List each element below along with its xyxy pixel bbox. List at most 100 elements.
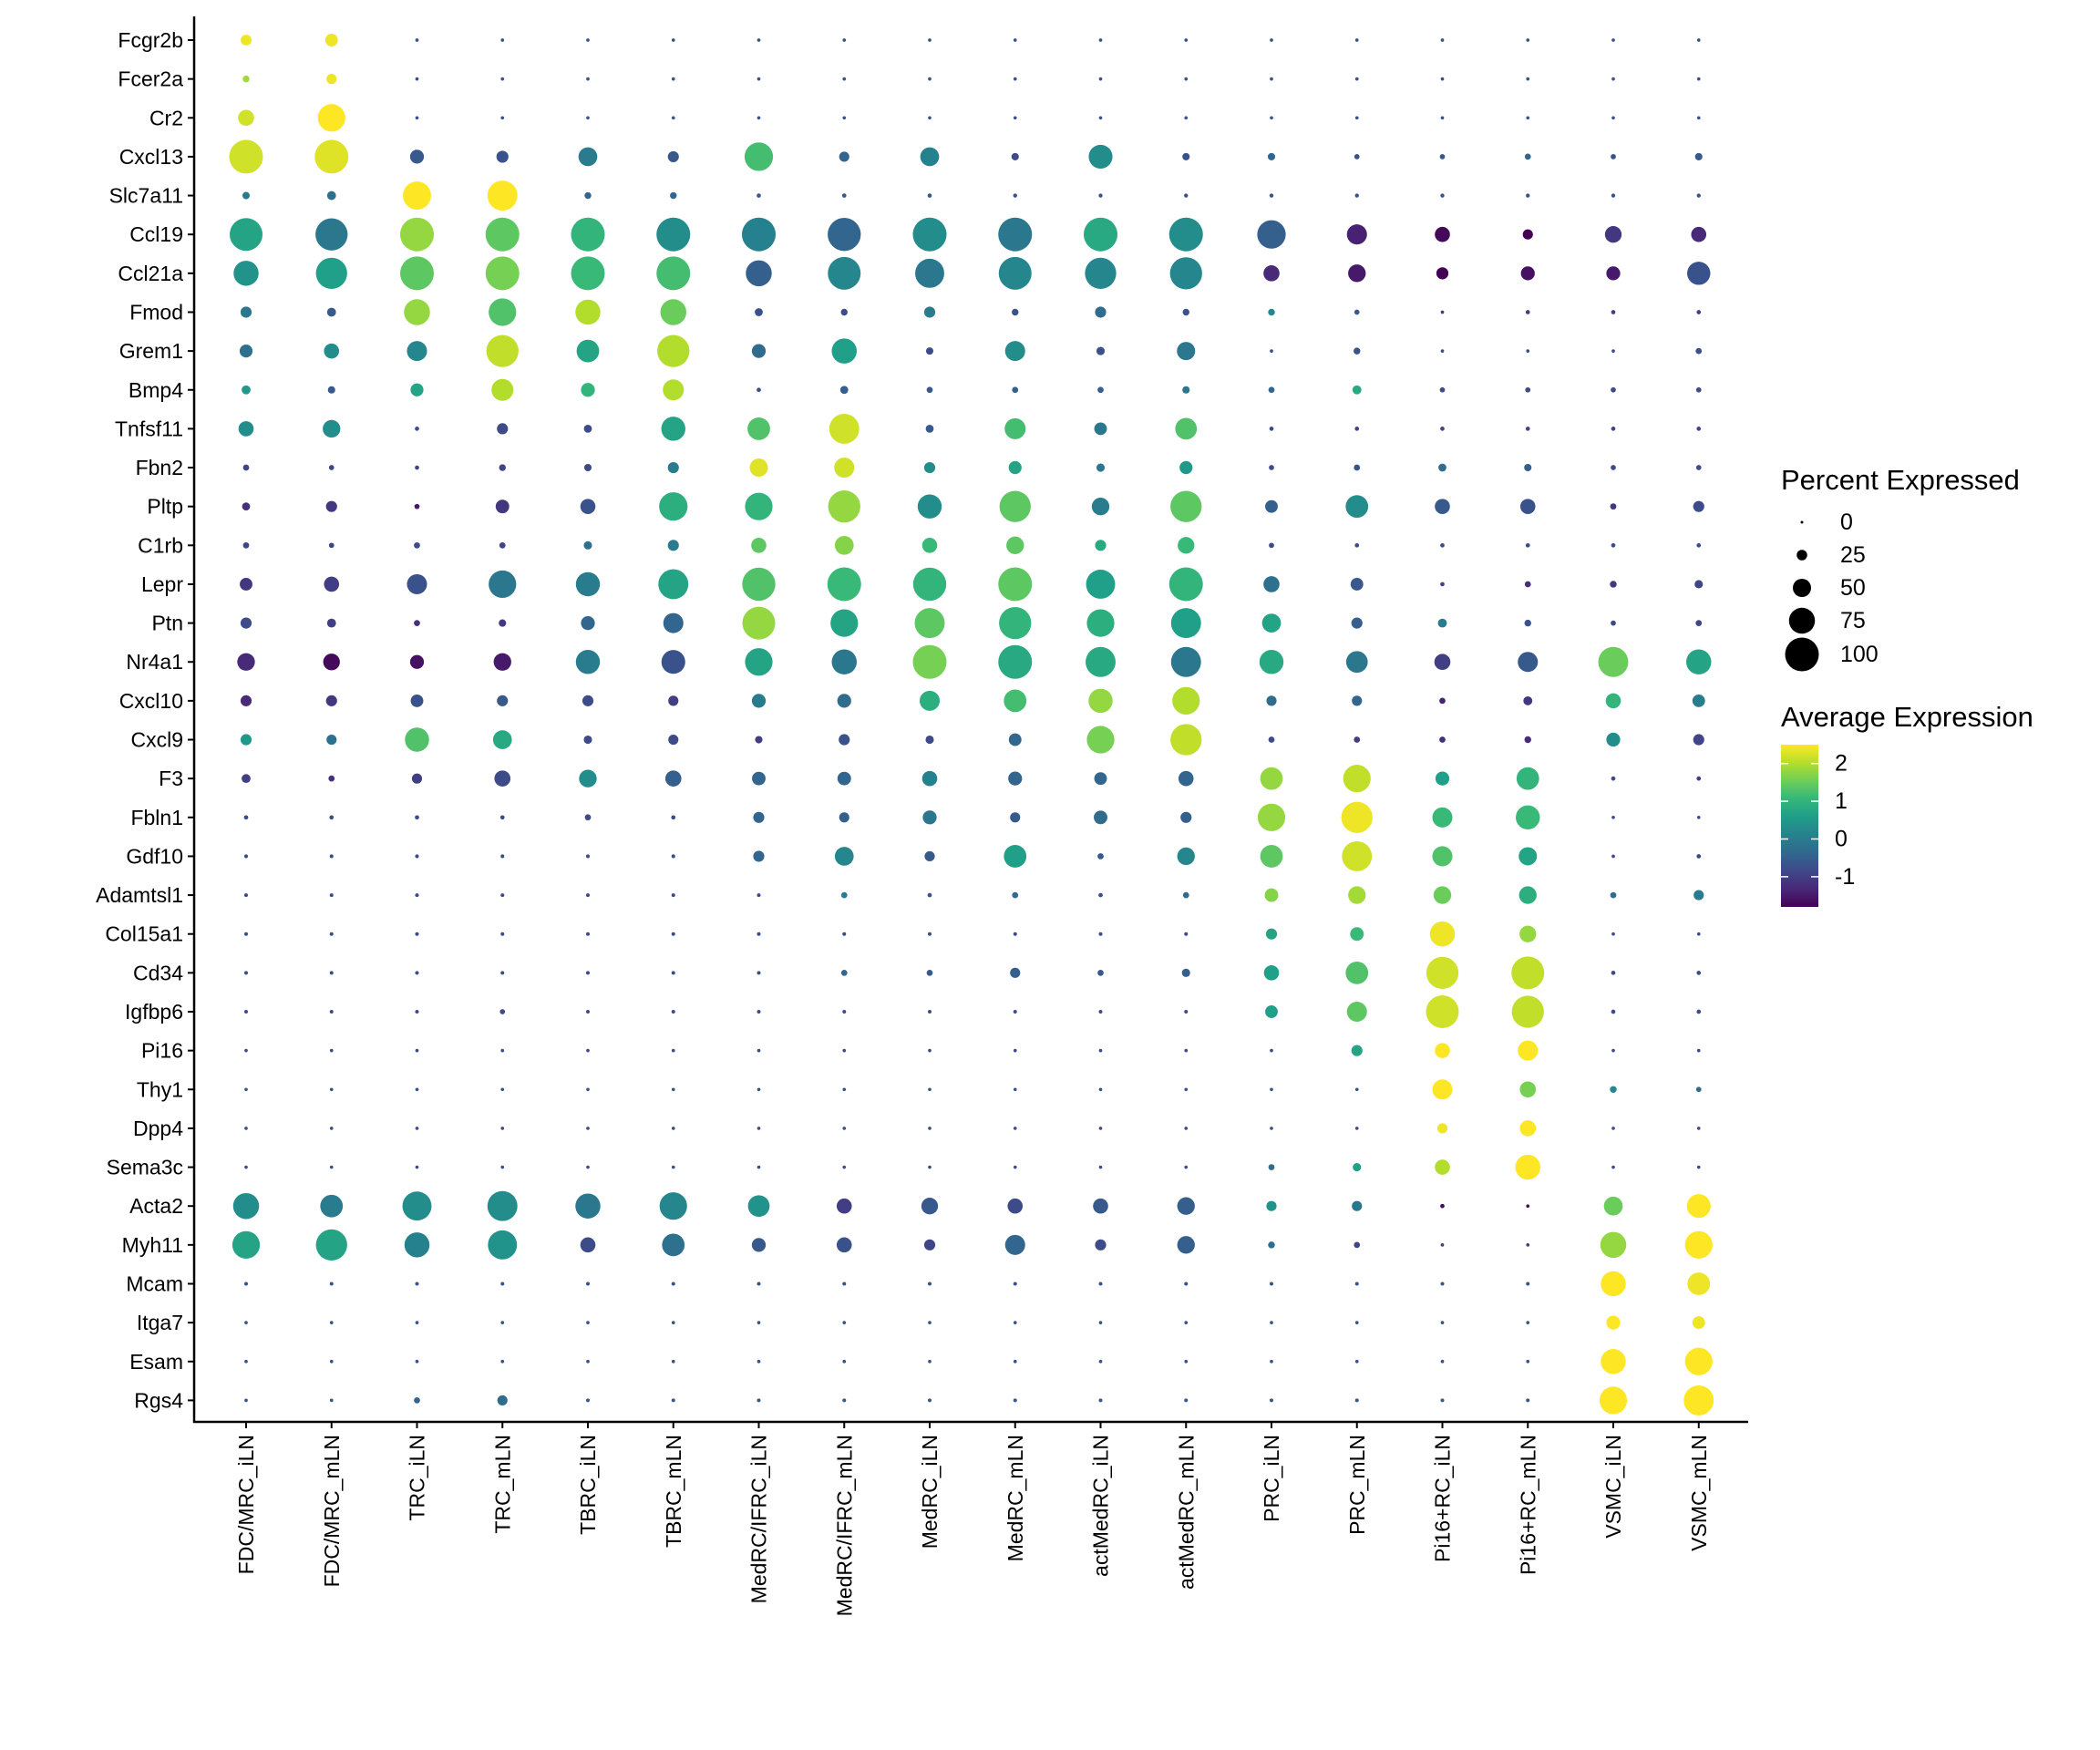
dot-Fbn2-TRC_mLN — [499, 464, 506, 471]
dot-Esam-actMedRC_iLN — [1098, 1359, 1103, 1364]
y-tick-label: F3 — [159, 767, 183, 790]
dot-Tnfsf11-VSMC_mLN — [1696, 427, 1702, 431]
dot-Lepr-FDC/MRC_mLN — [324, 576, 340, 592]
dot-Igfbp6-VSMC_mLN — [1696, 1009, 1702, 1014]
dot-Dpp4-Pi16+RC_iLN — [1436, 1123, 1448, 1134]
dot-F3-actMedRC_mLN — [1178, 770, 1194, 787]
dot-Lepr-actMedRC_mLN — [1168, 567, 1203, 602]
dot-Fcgr2b-TRC_iLN — [415, 38, 419, 42]
dot-Fcer2a-MedRC_mLN — [1013, 77, 1017, 81]
dot-Grem1-VSMC_iLN — [1611, 349, 1615, 353]
dot-Slc7a11-VSMC_mLN — [1696, 193, 1701, 198]
dot-Fmod-TRC_iLN — [404, 299, 430, 325]
dot-C1rb-MedRC_iLN — [921, 538, 938, 553]
dot-Adamtsl1-Pi16+RC_iLN — [1433, 886, 1452, 904]
dot-Dpp4-TRC_iLN — [415, 1127, 419, 1130]
dot-Cd34-TBRC_iLN — [585, 971, 591, 975]
dot-Pi16-TBRC_mLN — [671, 1048, 675, 1053]
dot-Pltp-PRC_mLN — [1345, 495, 1369, 519]
dot-C1rb-TBRC_iLN — [583, 540, 592, 550]
dot-Cxcl13-TRC_mLN — [496, 150, 509, 163]
dot-Thy1-MedRC_mLN — [1013, 1087, 1017, 1092]
dot-Thy1-MedRC/IFRC_mLN — [842, 1087, 847, 1092]
y-tick-label: Nr4a1 — [126, 650, 183, 674]
dot-Pltp-TBRC_mLN — [659, 492, 688, 521]
dot-Itga7-TRC_iLN — [415, 1321, 419, 1324]
dot-Thy1-Pi16+RC_iLN — [1432, 1079, 1453, 1100]
dot-Mcam-MedRC_iLN — [927, 1282, 932, 1286]
dot-Grem1-MedRC/IFRC_iLN — [751, 344, 767, 358]
dot-Ptn-TRC_mLN — [499, 619, 507, 627]
dot-Sema3c-actMedRC_mLN — [1184, 1165, 1189, 1169]
colorbar-label: 2 — [1835, 751, 1848, 777]
dot-Esam-VSMC_iLN — [1601, 1349, 1626, 1374]
dot-Gdf10-PRC_iLN — [1260, 845, 1283, 868]
dot-Thy1-actMedRC_mLN — [1184, 1087, 1189, 1092]
dot-Fcgr2b-VSMC_mLN — [1696, 38, 1701, 42]
dot-Grem1-MedRC_iLN — [925, 347, 934, 355]
dot-Col15a1-FDC/MRC_iLN — [243, 932, 249, 936]
dot-Igfbp6-FDC/MRC_mLN — [329, 1009, 334, 1014]
dot-Cxcl13-actMedRC_mLN — [1182, 152, 1190, 160]
dot-Gdf10-TRC_mLN — [500, 854, 505, 859]
dot-Grem1-TRC_mLN — [486, 335, 519, 367]
dot-Myh11-PRC_mLN — [1354, 1241, 1361, 1249]
dot-Cr2-MedRC/IFRC_mLN — [842, 116, 847, 120]
dot-Thy1-TRC_iLN — [415, 1087, 419, 1092]
dot-Acta2-VSMC_iLN — [1603, 1196, 1623, 1216]
dot-Cxcl13-MedRC/IFRC_mLN — [839, 151, 849, 162]
dot-Fcer2a-TBRC_iLN — [586, 77, 590, 81]
dot-Itga7-actMedRC_mLN — [1184, 1321, 1189, 1324]
dot-Dpp4-VSMC_iLN — [1611, 1127, 1615, 1130]
dot-Cxcl9-MedRC_iLN — [925, 735, 934, 745]
size-legend: Percent Expressed 0 25 50 75 100 — [1781, 464, 2020, 672]
dot-Ccl21a-MedRC_iLN — [915, 258, 944, 288]
dot-Cxcl9-TBRC_iLN — [583, 735, 592, 745]
dot-Pltp-Pi16+RC_mLN — [1519, 499, 1536, 514]
dot-Dpp4-Pi16+RC_mLN — [1519, 1120, 1537, 1137]
dot-Acta2-TRC_mLN — [487, 1190, 518, 1221]
dot-Fcer2a-MedRC/IFRC_iLN — [757, 77, 761, 81]
dot-Bmp4-FDC/MRC_mLN — [327, 386, 335, 394]
dot-Cd34-FDC/MRC_iLN — [243, 971, 249, 975]
dot-Acta2-TBRC_mLN — [659, 1192, 687, 1220]
dot-Esam-PRC_mLN — [1354, 1359, 1359, 1364]
y-tick-label: Sema3c — [107, 1156, 183, 1179]
dot-Gdf10-MedRC_mLN — [1004, 845, 1027, 868]
dot-Tnfsf11-MedRC/IFRC_iLN — [747, 417, 770, 440]
dot-Fbn2-TRC_iLN — [415, 465, 419, 470]
dot-Sema3c-TRC_mLN — [500, 1165, 505, 1169]
dot-Slc7a11-PRC_mLN — [1354, 193, 1359, 198]
dot-Sema3c-PRC_iLN — [1268, 1164, 1275, 1170]
dot-Ccl21a-actMedRC_mLN — [1169, 257, 1202, 290]
dot-Bmp4-TRC_mLN — [491, 378, 514, 401]
dot-Cr2-VSMC_iLN — [1611, 116, 1615, 120]
dot-Cxcl9-actMedRC_iLN — [1086, 726, 1115, 754]
dot-Pltp-MedRC/IFRC_iLN — [745, 492, 773, 520]
dot-Sema3c-PRC_mLN — [1353, 1163, 1362, 1172]
dot-Cxcl13-PRC_mLN — [1354, 154, 1360, 160]
dot-Fbn2-actMedRC_iLN — [1096, 463, 1106, 472]
dot-Pi16-MedRC/IFRC_iLN — [757, 1048, 761, 1053]
dot-Ptn-PRC_mLN — [1351, 617, 1363, 629]
dot-Adamtsl1-PRC_mLN — [1348, 886, 1366, 904]
dot-Bmp4-Pi16+RC_mLN — [1525, 386, 1531, 393]
dot-Itga7-PRC_iLN — [1270, 1321, 1273, 1324]
dot-F3-VSMC_mLN — [1696, 776, 1702, 781]
dot-Acta2-TRC_iLN — [402, 1191, 432, 1221]
dot-Acta2-VSMC_mLN — [1686, 1194, 1711, 1219]
dot-Esam-MedRC_iLN — [928, 1359, 932, 1364]
y-tick-label: Igfbp6 — [125, 1000, 183, 1024]
size-legend-key — [1800, 520, 1804, 524]
dot-Cxcl10-TBRC_iLN — [582, 695, 594, 706]
dot-Fmod-TRC_mLN — [489, 298, 517, 326]
dot-Dpp4-PRC_mLN — [1354, 1127, 1359, 1130]
dot-Grem1-MedRC_mLN — [1004, 341, 1025, 362]
size-legend-label: 25 — [1840, 542, 1866, 568]
dot-Fmod-FDC/MRC_mLN — [326, 307, 336, 317]
x-tick-label: actMedRC_iLN — [1089, 1435, 1113, 1577]
dot-Fcer2a-actMedRC_iLN — [1098, 77, 1103, 81]
dot-Tnfsf11-VSMC_iLN — [1611, 427, 1616, 431]
dot-Pltp-TRC_iLN — [414, 503, 420, 510]
dot-Cxcl9-TRC_mLN — [492, 730, 512, 749]
